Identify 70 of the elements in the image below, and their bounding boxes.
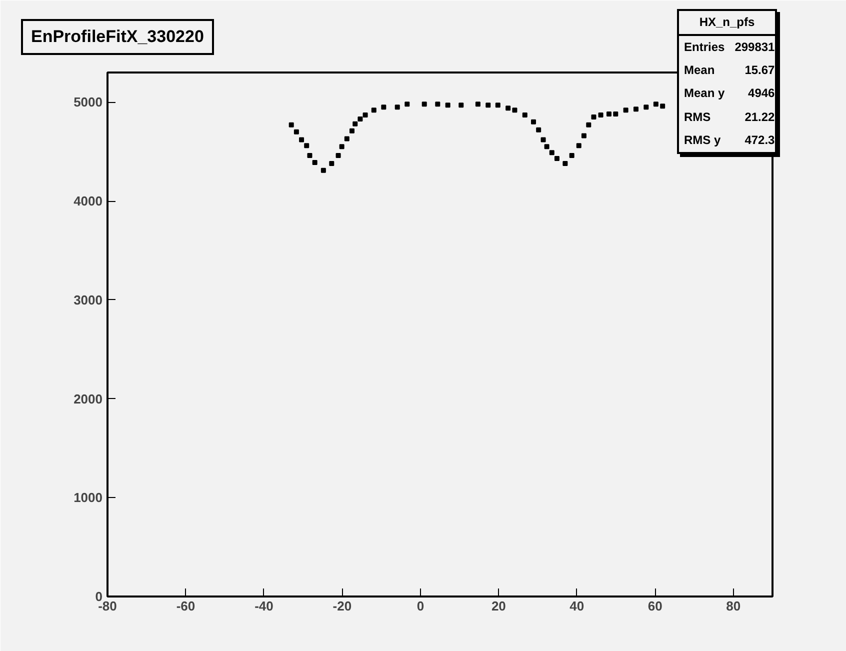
- point: [598, 112, 604, 118]
- y-tick-label: 3000: [74, 292, 102, 308]
- point: [536, 127, 542, 132]
- point: [495, 102, 500, 108]
- point: [358, 116, 363, 122]
- point: [329, 160, 334, 166]
- point: [320, 168, 326, 173]
- text: Entries 299831: [683, 39, 776, 56]
- point: [299, 137, 304, 142]
- x-tick-label: 20: [491, 598, 506, 614]
- point: [435, 102, 440, 107]
- point: [522, 112, 528, 118]
- y-tick-label: 5000: [74, 94, 102, 110]
- point: [344, 136, 350, 142]
- point: [653, 102, 658, 107]
- point: [307, 153, 312, 158]
- x-tick-label: -20: [332, 598, 352, 614]
- text: RMS 21.22: [684, 110, 775, 124]
- y-tick-label: 2000: [74, 391, 102, 406]
- y-tick-label: 1000: [74, 490, 102, 506]
- chart-title: EnProfileFitX_330220: [21, 19, 214, 56]
- point: [562, 160, 568, 166]
- point: [352, 121, 358, 126]
- point: [613, 112, 618, 117]
- text: RMS y 472.3: [684, 132, 775, 147]
- point: [362, 112, 368, 118]
- point: [506, 106, 511, 111]
- point: [486, 102, 491, 108]
- point: [371, 108, 376, 113]
- point: [404, 102, 410, 107]
- point: [349, 128, 354, 134]
- point: [422, 102, 427, 107]
- point: [591, 114, 596, 120]
- text: Mean y 4946: [684, 86, 775, 100]
- point: [569, 153, 574, 158]
- point: [576, 143, 582, 148]
- point: [644, 104, 649, 110]
- text: Mean 15.67: [684, 63, 775, 78]
- text: HX_n_pfs: [679, 11, 775, 36]
- x-tick-label: -40: [254, 598, 274, 614]
- point: [339, 144, 344, 150]
- x-tick-label: 80: [726, 598, 741, 614]
- point: [394, 104, 400, 110]
- point: [540, 137, 546, 142]
- x-tick-label: 0: [416, 598, 424, 614]
- point: [304, 143, 310, 148]
- point: [581, 133, 586, 138]
- x-tick-label: -60: [176, 598, 196, 614]
- point: [633, 106, 638, 112]
- point: [288, 122, 294, 128]
- point: [445, 102, 450, 108]
- x-tick-label: 40: [570, 598, 584, 614]
- point: [312, 160, 318, 165]
- y-tick-label: 0: [95, 589, 103, 604]
- point: [544, 144, 550, 150]
- point: [586, 122, 592, 128]
- point: [336, 153, 341, 158]
- point: [660, 104, 666, 109]
- x-tick-label: 60: [648, 598, 662, 614]
- point: [530, 119, 536, 124]
- point: [294, 129, 299, 134]
- point: [554, 156, 560, 162]
- point: [512, 108, 518, 113]
- point: [549, 150, 554, 156]
- y-tick-label: 4000: [74, 194, 102, 209]
- point: [475, 102, 480, 107]
- point: [381, 104, 386, 110]
- point: [623, 108, 628, 113]
- point: [458, 102, 464, 108]
- point: [606, 112, 612, 117]
